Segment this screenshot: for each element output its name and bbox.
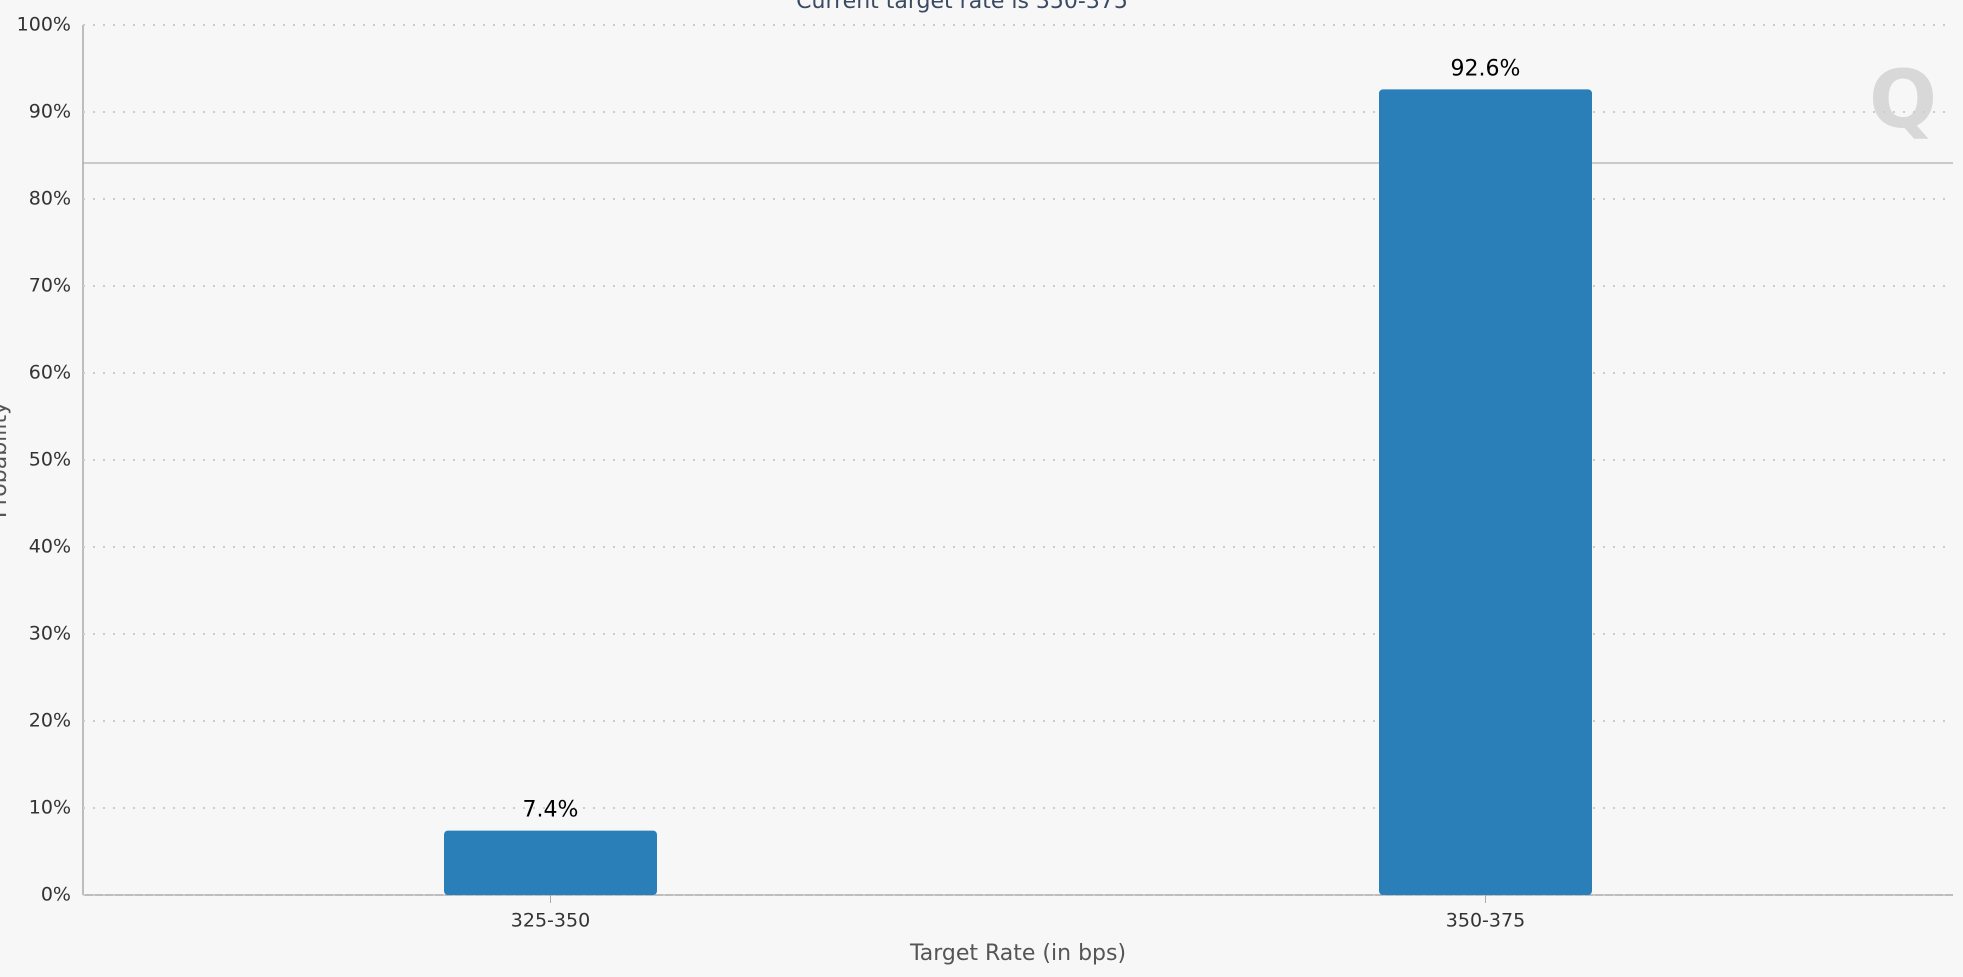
y-tick-label: 60% [29,362,71,384]
y-axis-label: Probability [0,402,12,518]
y-tick-label: 20% [29,710,71,732]
y-tick-label: 0% [41,884,71,906]
data-label: 92.6% [1451,56,1521,81]
watermark: Q [1869,53,1937,146]
y-tick-label: 70% [29,275,71,297]
y-tick-label: 100% [17,14,71,36]
y-tick-label: 30% [29,623,71,645]
y-tick-label: 10% [29,797,71,819]
bar [1379,89,1592,895]
y-tick-label: 90% [29,101,71,123]
y-tick-label: 40% [29,536,71,558]
chart-title: Current target rate is 350-375 [796,0,1128,14]
y-tick-label: 80% [29,188,71,210]
x-tick-label: 325-350 [511,910,590,932]
data-label: 7.4% [523,798,579,823]
x-axis-label: Target Rate (in bps) [909,941,1126,966]
y-tick-label: 50% [29,449,71,471]
x-tick-label: 350-375 [1446,910,1525,932]
bar [444,830,657,895]
